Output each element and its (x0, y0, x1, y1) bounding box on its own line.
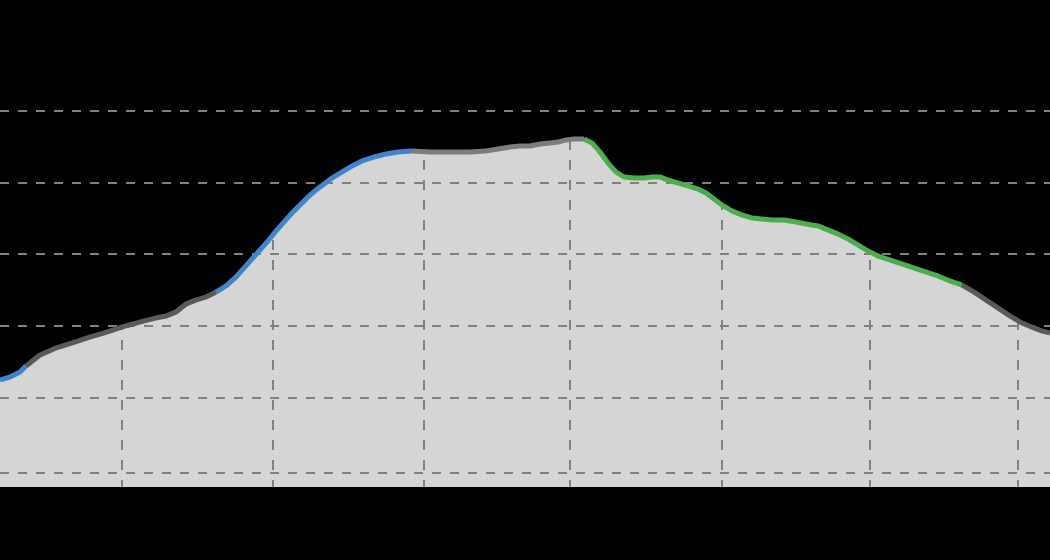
profile-segment-gray-lower-ascent[interactable] (24, 289, 218, 368)
profile-segment-gray-plateau[interactable] (411, 136, 584, 155)
profile-fill-layer (0, 139, 1050, 487)
profile-segment-blue-climb[interactable] (214, 148, 413, 295)
profile-line-layer[interactable] (0, 136, 1050, 383)
profile-segment-gray-tail[interactable] (960, 282, 1050, 336)
profile-area-fill (0, 139, 1050, 487)
profile-segment-blue-start[interactable] (0, 364, 28, 383)
profile-segment-green-descent[interactable] (582, 136, 963, 288)
